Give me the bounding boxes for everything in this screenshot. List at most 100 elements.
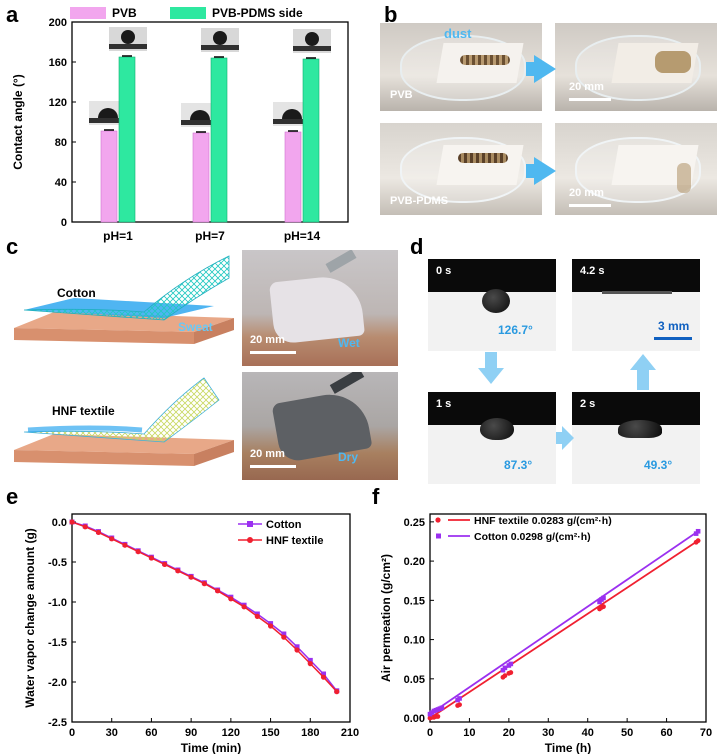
droplet-substrate bbox=[109, 44, 147, 49]
droplet-shape bbox=[213, 31, 227, 45]
frame-0s-angle: 126.7° bbox=[498, 323, 533, 337]
droplet-substrate bbox=[181, 120, 219, 125]
panel-d-letter: d bbox=[410, 234, 424, 259]
scale-label-b1: 20 mm bbox=[569, 81, 604, 93]
data-point-hnf bbox=[307, 661, 313, 667]
panel-c-letter: c bbox=[6, 234, 19, 259]
bar-pvb bbox=[284, 131, 302, 223]
arrow-d-down-head bbox=[478, 368, 504, 384]
data-point-hnf bbox=[175, 568, 181, 574]
x-axis-label: Time (min) bbox=[181, 741, 241, 754]
legend-swatch bbox=[70, 7, 106, 19]
y-tick-label: 0.15 bbox=[404, 595, 425, 607]
x-tick-label: 120 bbox=[222, 727, 240, 739]
data-point-hnf bbox=[601, 604, 606, 610]
scale-bar-d bbox=[654, 337, 692, 340]
dust-photo-pvb-after: 20 mm bbox=[555, 23, 717, 111]
droplet-substrate bbox=[293, 46, 331, 51]
y-tick-label: 0.00 bbox=[404, 713, 425, 725]
scale-label-d: 3 mm bbox=[658, 319, 690, 333]
y-axis-label: Contact angle (°) bbox=[11, 74, 25, 169]
arrow-d-right-shaft bbox=[556, 432, 564, 444]
x-tick-label: 60 bbox=[145, 727, 157, 739]
legend-label: PVB-PDMS side bbox=[212, 6, 303, 20]
droplet-shape bbox=[305, 32, 319, 46]
droplet-shape bbox=[282, 109, 302, 119]
x-tick-label: 150 bbox=[261, 727, 279, 739]
data-point-hnf bbox=[109, 536, 115, 542]
droplet-shape bbox=[98, 108, 118, 118]
wet-label: Wet bbox=[338, 336, 360, 350]
y-tick-label: -1.0 bbox=[48, 597, 67, 609]
panel-a-bar-chart: 0 40 80 120 160 200 Contact angle (°) pH=1 pH=7 p… bbox=[11, 6, 349, 243]
frame-0s-time: 0 s bbox=[436, 265, 452, 277]
data-point-hnf bbox=[320, 674, 327, 680]
panel-e-letter: e bbox=[6, 484, 19, 509]
y-tick-label: 0.20 bbox=[404, 556, 425, 568]
y-tick-label: 0 bbox=[61, 217, 67, 229]
arrow-d-up-shaft bbox=[637, 370, 649, 390]
arrow-d-up bbox=[630, 354, 656, 370]
arrow-b2-shaft bbox=[526, 164, 536, 178]
data-point-cotton bbox=[321, 671, 327, 677]
x-tick-label: 20 bbox=[503, 727, 515, 739]
droplet-shape bbox=[190, 110, 210, 120]
frame-2s-angle: 49.3° bbox=[644, 458, 673, 472]
data-point-hnf bbox=[281, 634, 287, 640]
droplet-frame-4-2s: 4.2 s 3 mm bbox=[572, 259, 700, 351]
legend-label: Cotton 0.0298 g/(cm²·h) bbox=[474, 531, 591, 543]
droplet-shape bbox=[121, 30, 135, 44]
x-tick-label: 0 bbox=[427, 727, 433, 739]
y-tick-label: 0.10 bbox=[404, 635, 425, 647]
bar-pvb-pdms-side bbox=[210, 57, 228, 223]
data-point-hnf bbox=[69, 519, 75, 525]
droplet-frame-1s: 1 s 87.3° bbox=[428, 392, 556, 484]
x-tick-label: 60 bbox=[660, 727, 672, 739]
y-tick-label: -2.0 bbox=[48, 677, 67, 689]
x-axis-label: Time (h) bbox=[545, 741, 591, 754]
x-tick-label: 210 bbox=[341, 727, 359, 739]
data-point-hnf bbox=[695, 538, 701, 544]
x-tick-label: 10 bbox=[463, 727, 475, 739]
data-point-hnf bbox=[228, 596, 234, 602]
panel-b-letter: b bbox=[384, 2, 398, 27]
data-point-cotton bbox=[601, 595, 606, 601]
data-point-hnf bbox=[215, 588, 221, 594]
scale-label-b2: 20 mm bbox=[569, 187, 604, 199]
frame-1s-time: 1 s bbox=[436, 398, 452, 410]
y-tick-label: -2.5 bbox=[48, 717, 67, 729]
y-tick-label: 200 bbox=[49, 17, 67, 29]
cotton-label: Cotton bbox=[57, 286, 96, 300]
droplet-frame-0s: 0 s 126.7° bbox=[428, 259, 556, 351]
y-tick-label: 0.0 bbox=[52, 517, 67, 529]
plot-frame bbox=[71, 513, 351, 723]
x-tick-label: 0 bbox=[69, 727, 75, 739]
plot-frame bbox=[71, 21, 349, 223]
arrow-b1 bbox=[534, 55, 556, 83]
x-category-label: pH=7 bbox=[195, 229, 225, 243]
data-point-hnf bbox=[162, 561, 168, 567]
data-point-hnf bbox=[502, 673, 508, 679]
x-category-label: pH=1 bbox=[103, 229, 133, 243]
y-tick-label: 0.25 bbox=[404, 517, 425, 529]
legend-label: HNF textile bbox=[266, 535, 323, 547]
legend-label: PVB bbox=[112, 6, 137, 20]
data-point-hnf bbox=[241, 604, 247, 610]
data-point-hnf bbox=[267, 623, 274, 629]
pvb-row-label: PVB bbox=[390, 89, 413, 101]
droplet-substrate bbox=[89, 118, 127, 123]
droplet-substrate bbox=[201, 45, 239, 50]
x-category-label: pH=14 bbox=[284, 229, 321, 243]
scale-bar-b1 bbox=[569, 98, 611, 101]
data-point-cotton bbox=[695, 528, 701, 534]
data-point-hnf bbox=[254, 613, 260, 619]
pvb-pdms-row-label: PVB-PDMS bbox=[390, 195, 449, 207]
wet-photo: 20 mm Wet bbox=[242, 250, 398, 366]
data-point-cotton bbox=[439, 705, 445, 711]
x-tick-label: 30 bbox=[106, 727, 118, 739]
dust-photo-pdms-before: PVB-PDMS bbox=[380, 123, 542, 215]
sweat-label: Sweat bbox=[178, 320, 213, 334]
y-axis-label: Water vapor change amount (g) bbox=[23, 528, 37, 708]
frame-4-2s-time: 4.2 s bbox=[580, 265, 605, 277]
y-tick-label: -1.5 bbox=[48, 637, 67, 649]
